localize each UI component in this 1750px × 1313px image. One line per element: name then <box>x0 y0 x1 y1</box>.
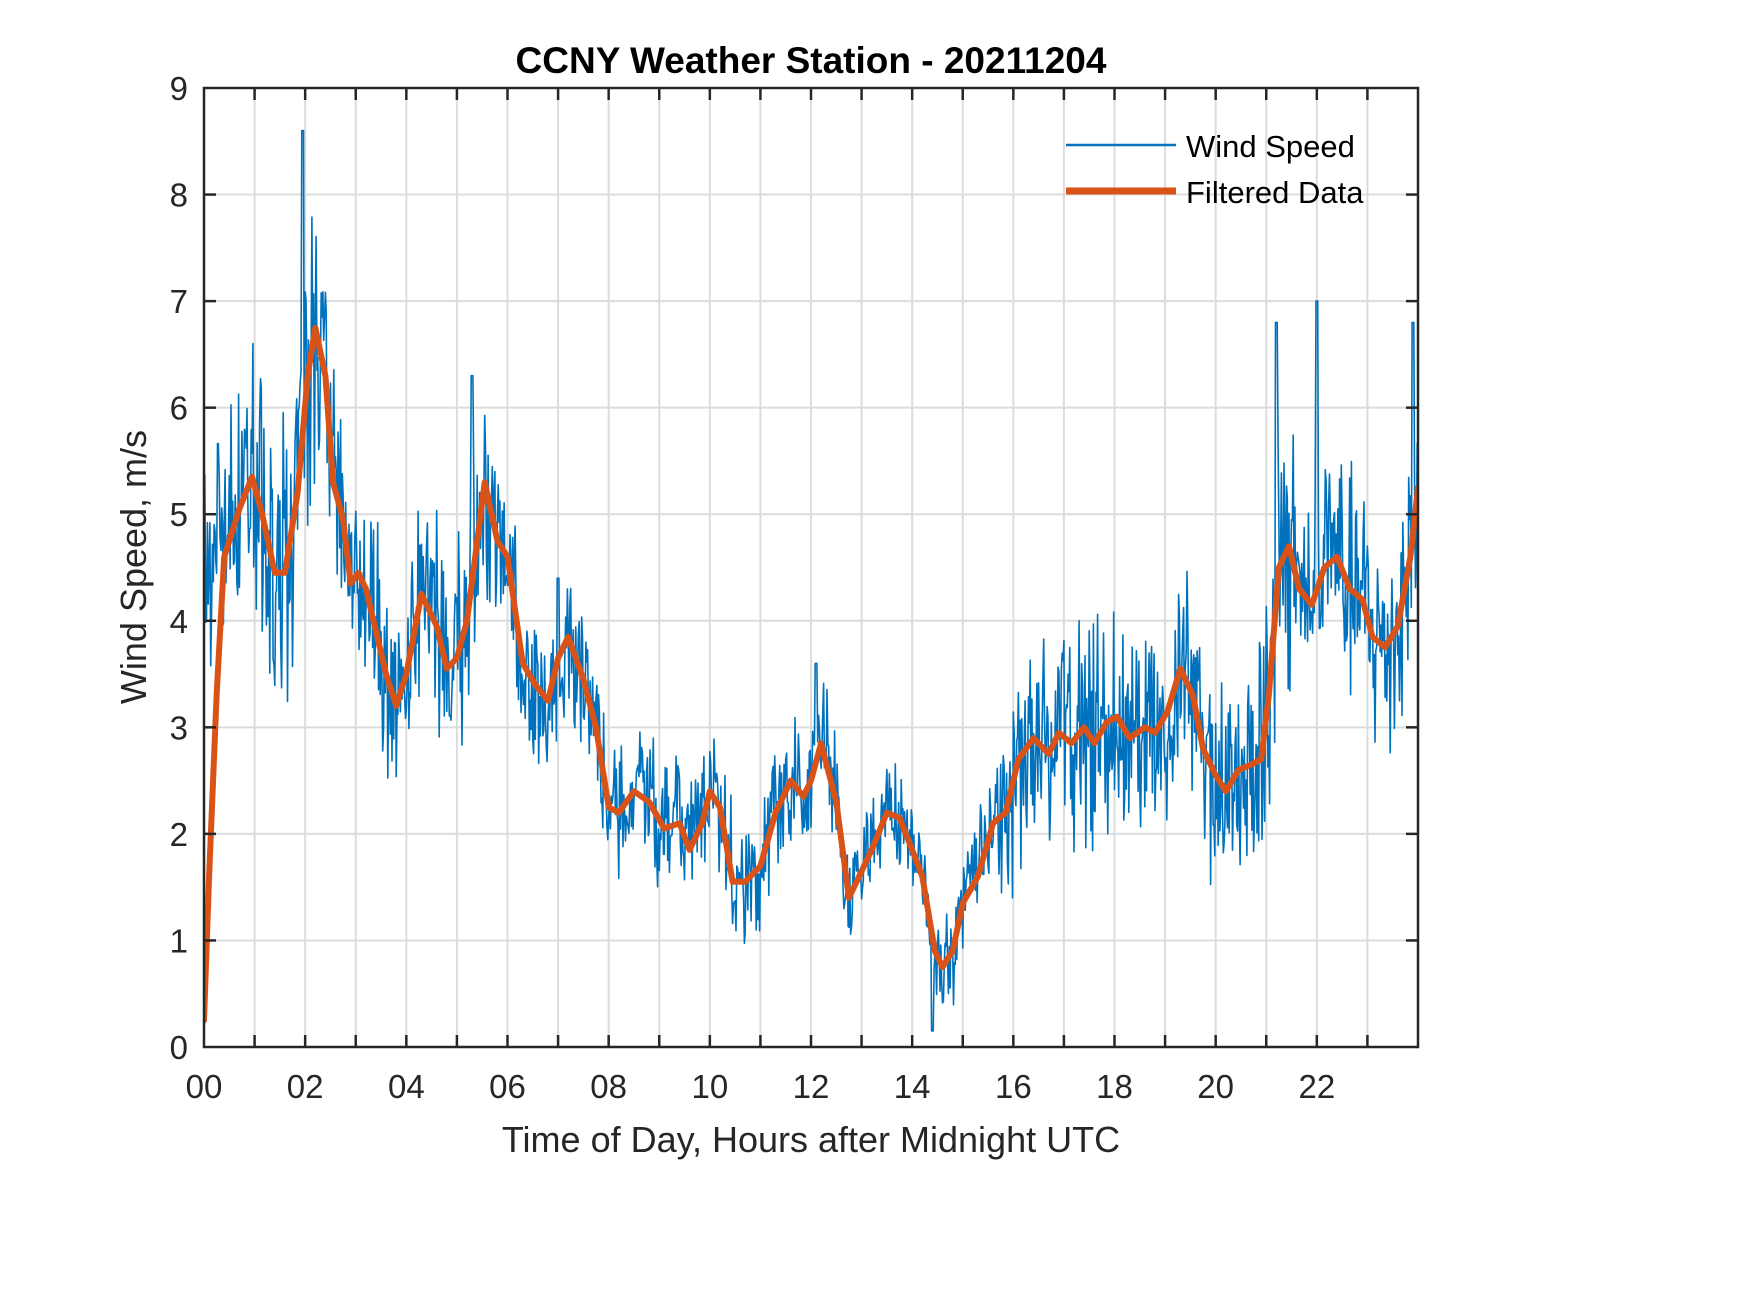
x-tick-label: 20 <box>1197 1068 1234 1105</box>
x-tick-label: 00 <box>186 1068 223 1105</box>
y-tick-label: 5 <box>170 496 188 533</box>
y-tick-label: 4 <box>170 603 188 640</box>
x-tick-label: 02 <box>287 1068 324 1105</box>
legend-label-filtered-data: Filtered Data <box>1186 175 1364 210</box>
grid <box>204 88 1418 1047</box>
y-tick-label: 9 <box>170 70 188 107</box>
y-tick-label: 6 <box>170 390 188 427</box>
x-tick-label: 14 <box>894 1068 931 1105</box>
x-tick-label: 18 <box>1096 1068 1133 1105</box>
axis-ticks <box>204 88 1418 1047</box>
series-wind-speed-line <box>204 129 1418 1032</box>
x-tick-label: 22 <box>1298 1068 1335 1105</box>
x-tick-label: 12 <box>793 1068 830 1105</box>
y-tick-label: 1 <box>170 922 188 959</box>
x-tick-label: 10 <box>691 1068 728 1105</box>
y-tick-label: 3 <box>170 709 188 746</box>
y-axis-label: Wind Speed, m/s <box>113 430 154 704</box>
y-tick-label: 8 <box>170 177 188 214</box>
x-tick-label: 06 <box>489 1068 526 1105</box>
x-tick-label: 08 <box>590 1068 627 1105</box>
x-tick-label: 16 <box>995 1068 1032 1105</box>
y-tick-label: 0 <box>170 1029 188 1066</box>
legend-label-wind-speed: Wind Speed <box>1186 129 1355 164</box>
y-tick-label: 7 <box>170 283 188 320</box>
series-filtered-data-line <box>204 324 1418 1024</box>
legend: Wind Speed Filtered Data <box>1066 129 1364 210</box>
x-axis-label: Time of Day, Hours after Midnight UTC <box>502 1119 1120 1160</box>
x-tick-label: 04 <box>388 1068 425 1105</box>
y-tick-label: 2 <box>170 816 188 853</box>
series-layer <box>204 129 1418 1032</box>
chart-title: CCNY Weather Station - 20211204 <box>516 40 1107 81</box>
